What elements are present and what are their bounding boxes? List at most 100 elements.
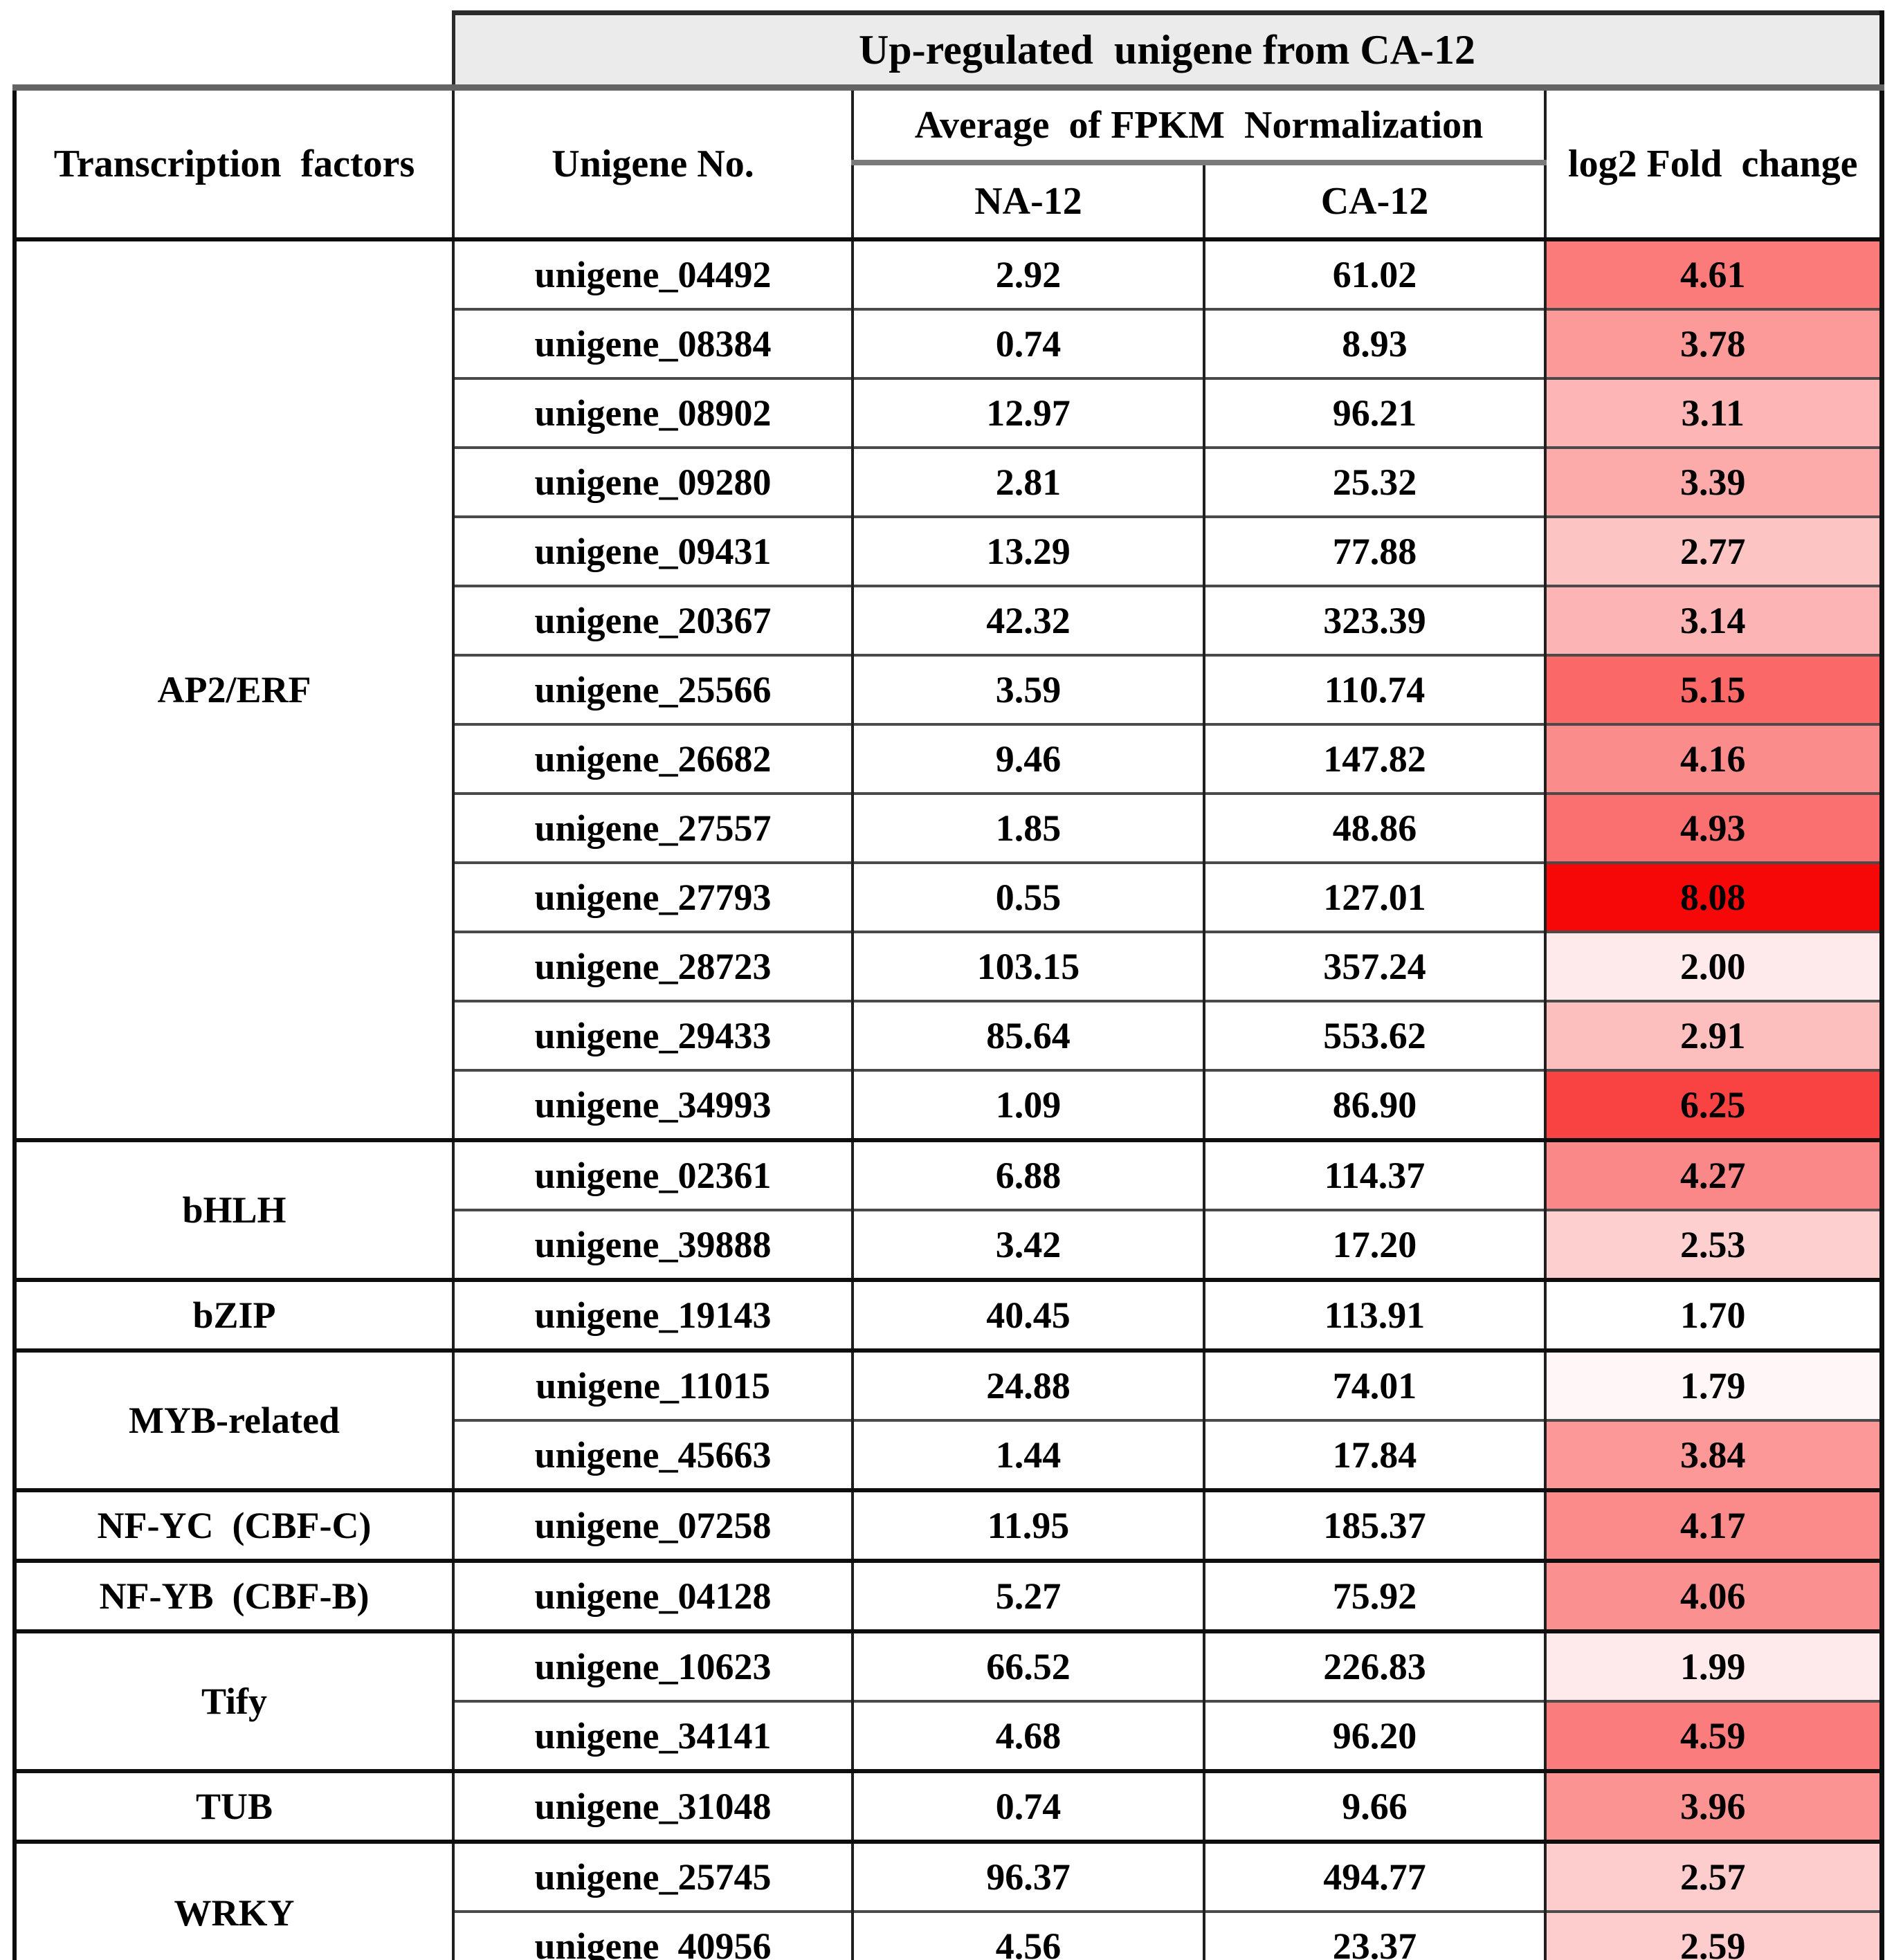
col-header-fpkm-group: Average of FPKM Normalization <box>851 87 1547 165</box>
na12-value-cell: 3.42 <box>851 1209 1205 1280</box>
col-header-na12: NA-12 <box>851 163 1205 241</box>
log2-fold-change-cell: 3.14 <box>1543 585 1884 655</box>
transcription-factor-cell: TUB <box>12 1769 455 1842</box>
unigene-no-cell: unigene_31048 <box>452 1769 854 1842</box>
table-row: unigene_25566 3.59 110.74 5.15 <box>15 654 1884 724</box>
log2-fold-change-cell: 1.79 <box>1543 1348 1884 1420</box>
na12-value-cell: 1.44 <box>851 1419 1205 1490</box>
na12-value-cell: 13.29 <box>851 515 1205 586</box>
na12-value-cell: 2.81 <box>851 446 1205 517</box>
transcription-factor-cell: Tify <box>12 1629 455 1771</box>
transcription-factor-cell: MYB-related <box>12 1348 455 1490</box>
unigene-no-cell: unigene_04492 <box>452 237 854 309</box>
unigene-no-cell: unigene_45663 <box>452 1419 854 1490</box>
unigene-no-cell: unigene_27793 <box>452 861 854 932</box>
ca12-value-cell: 147.82 <box>1203 723 1547 794</box>
unigene-no-cell: unigene_11015 <box>452 1348 854 1420</box>
title-row: Up-regulated unigene from CA-12 <box>15 10 1884 91</box>
unigene-no-cell: unigene_10623 <box>452 1629 854 1701</box>
log2-fold-change-cell: 4.61 <box>1543 237 1884 309</box>
table-row: unigene_34141 4.68 96.20 4.59 <box>15 1700 1884 1771</box>
na12-value-cell: 0.55 <box>851 861 1205 932</box>
up-regulated-unigene-table: Up-regulated unigene from CA-12 Transcri… <box>12 10 1884 1960</box>
transcription-factor-cell: NF-YC (CBF-C) <box>12 1488 455 1561</box>
na12-value-cell: 40.45 <box>851 1278 1205 1350</box>
log2-fold-change-cell: 2.53 <box>1543 1209 1884 1280</box>
unigene-no-cell: unigene_09280 <box>452 446 854 517</box>
na12-value-cell: 11.95 <box>851 1488 1205 1561</box>
table-row: WRKY unigene_25745 96.37 494.77 2.57 <box>12 1840 1884 1960</box>
na12-value-cell: 85.64 <box>851 1000 1205 1070</box>
table-row: unigene_34993 1.09 86.90 6.25 <box>15 1069 1884 1140</box>
transcription-factor-cell: NF-YB (CBF-B) <box>12 1559 455 1631</box>
header-row: Transcription factors Unigene No. Averag… <box>12 84 1884 241</box>
na12-value-cell: 12.97 <box>851 377 1205 448</box>
ca12-value-cell: 185.37 <box>1203 1488 1547 1561</box>
unigene-no-cell: unigene_25745 <box>452 1840 854 1912</box>
na12-value-cell: 24.88 <box>851 1348 1205 1420</box>
table-row: unigene_20367 42.32 323.39 3.14 <box>15 585 1884 655</box>
unigene-no-cell: unigene_20367 <box>452 585 854 655</box>
table-row: unigene_45663 1.44 17.84 3.84 <box>15 1419 1884 1490</box>
ca12-value-cell: 25.32 <box>1203 446 1547 517</box>
unigene-no-cell: unigene_28723 <box>452 931 854 1001</box>
table-row: unigene_40956 4.56 23.37 2.59 <box>15 1910 1884 1960</box>
log2-fold-change-cell: 3.96 <box>1543 1769 1884 1842</box>
log2-fold-change-cell: 8.08 <box>1543 861 1884 932</box>
unigene-no-cell: unigene_19143 <box>452 1278 854 1350</box>
log2-fold-change-cell: 4.06 <box>1543 1559 1884 1631</box>
subheader-row: NA-12 CA-12 <box>15 163 1882 241</box>
na12-value-cell: 96.37 <box>851 1840 1205 1912</box>
ca12-value-cell: 8.93 <box>1203 308 1547 378</box>
ca12-value-cell: 75.92 <box>1203 1559 1547 1631</box>
log2-fold-change-cell: 2.59 <box>1543 1910 1884 1960</box>
table-row: bZIP unigene_19143 40.45 113.91 1.70 <box>12 1278 1884 1350</box>
table-row: unigene_39888 3.42 17.20 2.53 <box>15 1209 1884 1280</box>
unigene-no-cell: unigene_02361 <box>452 1138 854 1210</box>
log2-fold-change-cell: 3.39 <box>1543 446 1884 517</box>
table-row: AP2/ERF unigene_04492 2.92 61.02 4.61 <box>12 237 1884 1140</box>
unigene-no-cell: unigene_25566 <box>452 654 854 724</box>
log2-fold-change-cell: 2.91 <box>1543 1000 1884 1070</box>
col-header-unigene-no: Unigene No. <box>452 87 854 241</box>
table-row: MYB-related unigene_11015 24.88 74.01 1.… <box>12 1348 1884 1490</box>
log2-fold-change-cell: 3.84 <box>1543 1419 1884 1490</box>
table-header: Up-regulated unigene from CA-12 Transcri… <box>12 10 1884 241</box>
transcription-factor-cell: AP2/ERF <box>12 237 455 1140</box>
log2-fold-change-cell: 3.78 <box>1543 308 1884 378</box>
ca12-value-cell: 113.91 <box>1203 1278 1547 1350</box>
log2-fold-change-cell: 4.93 <box>1543 792 1884 863</box>
table-row: bHLH unigene_02361 6.88 114.37 4.27 <box>12 1138 1884 1280</box>
na12-value-cell: 4.56 <box>851 1910 1205 1960</box>
log2-fold-change-cell: 3.11 <box>1543 377 1884 448</box>
ca12-value-cell: 494.77 <box>1203 1840 1547 1912</box>
table-body: AP2/ERF unigene_04492 2.92 61.02 4.61 un… <box>12 237 1884 1960</box>
table-row: unigene_29433 85.64 553.62 2.91 <box>15 1000 1884 1070</box>
ca12-value-cell: 226.83 <box>1203 1629 1547 1701</box>
na12-value-cell: 0.74 <box>851 1769 1205 1842</box>
na12-value-cell: 5.27 <box>851 1559 1205 1631</box>
ca12-value-cell: 74.01 <box>1203 1348 1547 1420</box>
table-row: unigene_08902 12.97 96.21 3.11 <box>15 377 1884 448</box>
ca12-value-cell: 48.86 <box>1203 792 1547 863</box>
ca12-value-cell: 77.88 <box>1203 515 1547 586</box>
unigene-no-cell: unigene_26682 <box>452 723 854 794</box>
na12-value-cell: 6.88 <box>851 1138 1205 1210</box>
na12-value-cell: 2.92 <box>851 237 1205 309</box>
ca12-value-cell: 114.37 <box>1203 1138 1547 1210</box>
ca12-value-cell: 23.37 <box>1203 1910 1547 1960</box>
ca12-value-cell: 96.20 <box>1203 1700 1547 1771</box>
unigene-no-cell: unigene_27557 <box>452 792 854 863</box>
col-header-log2-fold-change: log2 Fold change <box>1543 87 1884 241</box>
na12-value-cell: 1.09 <box>851 1069 1205 1140</box>
transcription-factor-cell: bZIP <box>12 1278 455 1350</box>
na12-value-cell: 9.46 <box>851 723 1205 794</box>
ca12-value-cell: 96.21 <box>1203 377 1547 448</box>
log2-fold-change-cell: 5.15 <box>1543 654 1884 724</box>
table-row: Tify unigene_10623 66.52 226.83 1.99 <box>12 1629 1884 1771</box>
transcription-factor-cell: bHLH <box>12 1138 455 1280</box>
table-row: NF-YB (CBF-B) unigene_04128 5.27 75.92 4… <box>12 1559 1884 1631</box>
table-row: NF-YC (CBF-C) unigene_07258 11.95 185.37… <box>12 1488 1884 1561</box>
ca12-value-cell: 17.84 <box>1203 1419 1547 1490</box>
